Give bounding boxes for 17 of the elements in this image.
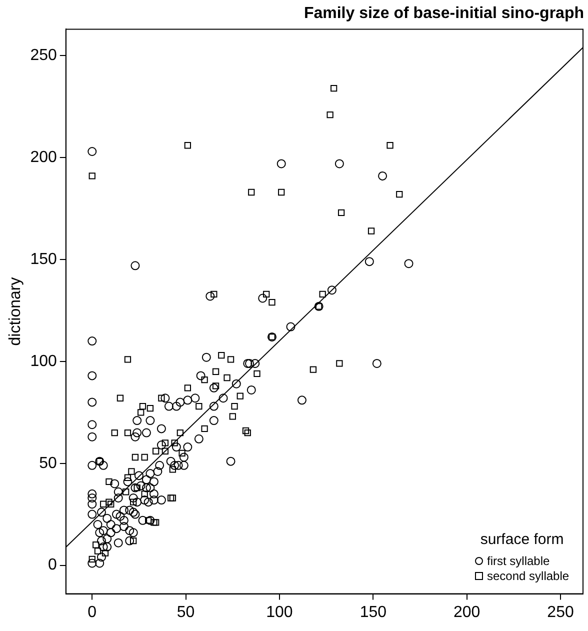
x-tick-label: 0 [88,604,97,621]
legend-label: second syllable [487,568,570,584]
x-tick-label: 50 [176,604,195,621]
chart-title: Family size of base-initial sino-graph [304,5,584,22]
y-tick-label: 250 [30,47,57,64]
legend-title: surface form [479,530,565,548]
legend-label: first syllable [487,554,550,569]
x-tick-label: 150 [360,604,387,621]
x-tick-label: 200 [453,604,480,621]
y-tick-label: 150 [30,250,57,268]
y-tick-label: 0 [48,556,57,574]
y-tick-label: 200 [30,149,57,166]
x-tick-label: 100 [266,604,293,621]
y-tick-label: 100 [30,352,57,370]
y-axis-title: dictionary [7,277,24,346]
y-tick-label: 50 [39,454,57,472]
x-tick-label: 250 [547,604,574,621]
